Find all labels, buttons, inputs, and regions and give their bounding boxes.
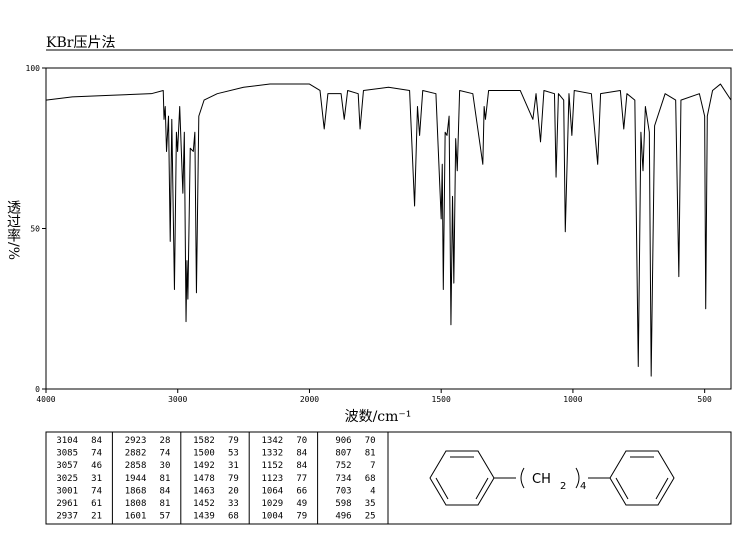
peak-transmittance: 70 bbox=[365, 436, 376, 446]
peak-wavenumber: 3104 bbox=[56, 436, 78, 446]
peak-wavenumber: 1064 bbox=[262, 486, 284, 496]
peak-wavenumber: 1123 bbox=[262, 474, 284, 484]
peak-wavenumber: 2858 bbox=[125, 461, 147, 471]
peak-wavenumber: 3025 bbox=[56, 474, 78, 484]
peak-transmittance: 68 bbox=[365, 474, 376, 484]
peak-wavenumber: 2882 bbox=[125, 449, 147, 459]
peak-transmittance: 28 bbox=[160, 436, 171, 446]
peak-transmittance: 79 bbox=[228, 474, 239, 484]
peak-wavenumber: 1463 bbox=[193, 486, 215, 496]
peak-wavenumber: 1500 bbox=[193, 449, 215, 459]
ring-bond bbox=[475, 477, 489, 500]
y-tick-label: 0 bbox=[35, 385, 40, 394]
spectrum-line bbox=[45, 83, 732, 377]
peak-wavenumber: 1944 bbox=[125, 474, 147, 484]
peak-transmittance: 84 bbox=[91, 436, 102, 446]
peak-transmittance: 74 bbox=[160, 449, 171, 459]
peak-wavenumber: 1342 bbox=[262, 436, 284, 446]
peak-transmittance: 25 bbox=[365, 512, 376, 522]
peak-transmittance: 79 bbox=[296, 512, 307, 522]
peak-wavenumber: 1152 bbox=[262, 461, 284, 471]
y-axis-label: 透过率/% bbox=[5, 200, 21, 260]
paren-close bbox=[575, 467, 580, 489]
x-tick-label: 2000 bbox=[300, 395, 319, 404]
peak-transmittance: 4 bbox=[370, 486, 375, 496]
peak-transmittance: 53 bbox=[228, 449, 239, 459]
peak-transmittance: 81 bbox=[365, 449, 376, 459]
peak-wavenumber: 1439 bbox=[193, 512, 215, 522]
peak-transmittance: 70 bbox=[296, 436, 307, 446]
ring-bond bbox=[655, 477, 669, 500]
chart-title: KBr压片法 bbox=[46, 35, 115, 51]
peak-transmittance: 33 bbox=[228, 499, 239, 509]
structure-repeat: 4 bbox=[580, 481, 586, 492]
peak-wavenumber: 496 bbox=[335, 512, 351, 522]
x-tick-label: 500 bbox=[697, 395, 712, 404]
peak-wavenumber: 3001 bbox=[56, 486, 78, 496]
peak-transmittance: 84 bbox=[160, 486, 171, 496]
peak-transmittance: 77 bbox=[296, 474, 307, 484]
peak-transmittance: 68 bbox=[228, 512, 239, 522]
x-tick-label: 4000 bbox=[36, 395, 55, 404]
benzene-ring bbox=[429, 450, 495, 506]
peak-transmittance: 35 bbox=[365, 499, 376, 509]
x-tick-label: 1500 bbox=[432, 395, 451, 404]
x-axis-label: 波数/cm⁻¹ bbox=[345, 409, 412, 425]
paren-open bbox=[520, 467, 525, 489]
peak-wavenumber: 3085 bbox=[56, 449, 78, 459]
peak-transmittance: 81 bbox=[160, 499, 171, 509]
peak-wavenumber: 2937 bbox=[56, 512, 78, 522]
peak-wavenumber: 1029 bbox=[262, 499, 284, 509]
peak-transmittance: 74 bbox=[91, 449, 102, 459]
y-tick-label: 100 bbox=[26, 64, 41, 73]
peak-wavenumber: 3057 bbox=[56, 461, 78, 471]
peak-wavenumber: 1004 bbox=[262, 512, 284, 522]
peak-wavenumber: 1452 bbox=[193, 499, 215, 509]
peak-wavenumber: 1478 bbox=[193, 474, 215, 484]
peak-transmittance: 66 bbox=[296, 486, 307, 496]
peak-transmittance: 61 bbox=[91, 499, 102, 509]
structure-unit: CH bbox=[532, 472, 551, 487]
plot-frame bbox=[45, 67, 732, 390]
peak-wavenumber: 2923 bbox=[125, 436, 147, 446]
structure bbox=[429, 450, 675, 506]
peak-transmittance: 81 bbox=[160, 474, 171, 484]
peak-transmittance: 84 bbox=[296, 461, 307, 471]
structure-unit-sub: 2 bbox=[560, 481, 566, 492]
peak-transmittance: 7 bbox=[370, 461, 375, 471]
x-tick-label: 1000 bbox=[563, 395, 582, 404]
peak-transmittance: 74 bbox=[91, 486, 102, 496]
y-tick-label: 50 bbox=[30, 225, 40, 234]
peak-transmittance: 21 bbox=[91, 512, 102, 522]
peak-transmittance: 20 bbox=[228, 486, 239, 496]
peak-transmittance: 46 bbox=[91, 461, 102, 471]
peak-transmittance: 57 bbox=[160, 512, 171, 522]
peak-wavenumber: 1492 bbox=[193, 461, 215, 471]
peak-wavenumber: 1332 bbox=[262, 449, 284, 459]
peak-wavenumber: 906 bbox=[335, 436, 351, 446]
ring-bond bbox=[435, 477, 449, 500]
peak-wavenumber: 752 bbox=[335, 461, 351, 471]
benzene-ring bbox=[609, 450, 675, 506]
peak-wavenumber: 598 bbox=[335, 499, 351, 509]
peak-wavenumber: 1808 bbox=[125, 499, 147, 509]
peak-wavenumber: 1582 bbox=[193, 436, 215, 446]
peak-transmittance: 84 bbox=[296, 449, 307, 459]
peak-transmittance: 31 bbox=[91, 474, 102, 484]
peak-wavenumber: 734 bbox=[335, 474, 351, 484]
peak-wavenumber: 2961 bbox=[56, 499, 78, 509]
peak-transmittance: 79 bbox=[228, 436, 239, 446]
peak-transmittance: 49 bbox=[296, 499, 307, 509]
peak-transmittance: 31 bbox=[228, 461, 239, 471]
ring-bond bbox=[615, 477, 629, 500]
peak-wavenumber: 807 bbox=[335, 449, 351, 459]
peak-wavenumber: 1601 bbox=[125, 512, 147, 522]
peak-wavenumber: 703 bbox=[335, 486, 351, 496]
peak-transmittance: 30 bbox=[160, 461, 171, 471]
x-tick-label: 3000 bbox=[168, 395, 187, 404]
peak-wavenumber: 1868 bbox=[125, 486, 147, 496]
